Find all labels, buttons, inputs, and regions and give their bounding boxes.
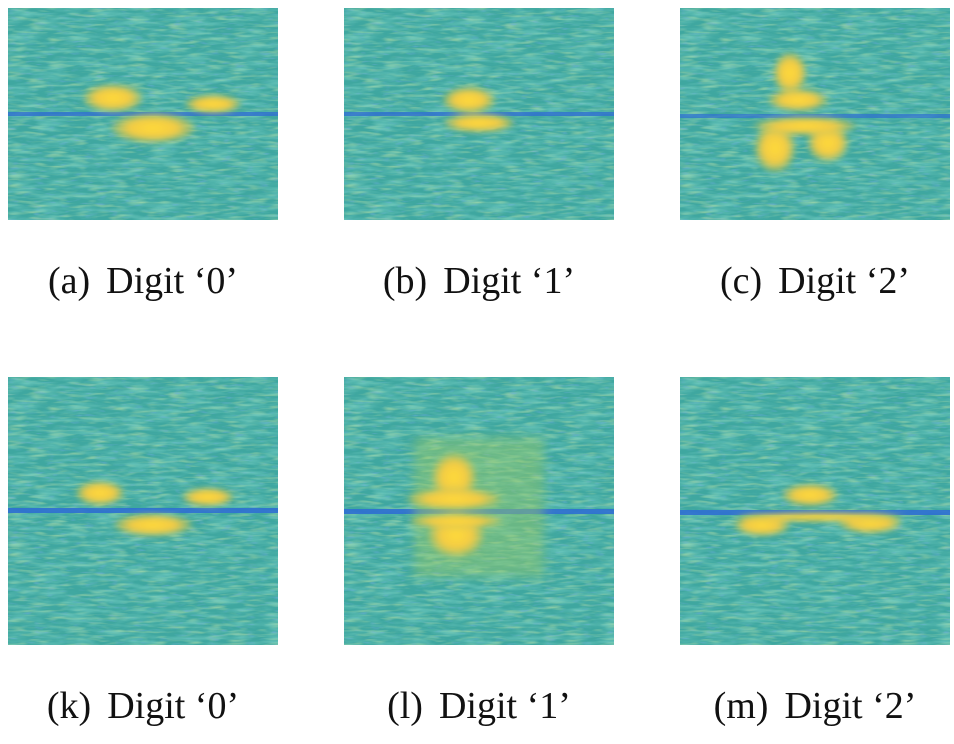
caption-label: (l)	[387, 685, 423, 727]
spectrogram-image	[8, 377, 278, 645]
caption-title: Digit ‘0’	[107, 685, 240, 727]
caption-label: (a)	[47, 260, 91, 302]
caption: (b) Digit ‘1’	[304, 262, 654, 300]
caption-title: Digit ‘2’	[778, 260, 911, 302]
caption-label: (c)	[719, 260, 763, 302]
caption: (m) Digit ‘2’	[640, 687, 954, 725]
caption: (c) Digit ‘2’	[640, 262, 954, 300]
caption-label: (b)	[382, 260, 428, 302]
caption-title: Digit ‘2’	[784, 685, 917, 727]
caption: (l) Digit ‘1’	[304, 687, 654, 725]
caption: (a) Digit ‘0’	[0, 262, 318, 300]
spectrogram-image	[344, 8, 614, 220]
caption-title: Digit ‘0’	[106, 260, 239, 302]
spectrogram-image	[344, 377, 614, 645]
caption-title: Digit ‘1’	[443, 260, 576, 302]
spectrogram-image	[680, 8, 950, 220]
caption-label: (k)	[46, 685, 92, 727]
caption-label: (m)	[713, 685, 769, 727]
spectrogram-image	[680, 377, 950, 645]
caption-title: Digit ‘1’	[438, 685, 571, 727]
spectrogram-image	[8, 8, 278, 220]
caption: (k) Digit ‘0’	[0, 687, 318, 725]
